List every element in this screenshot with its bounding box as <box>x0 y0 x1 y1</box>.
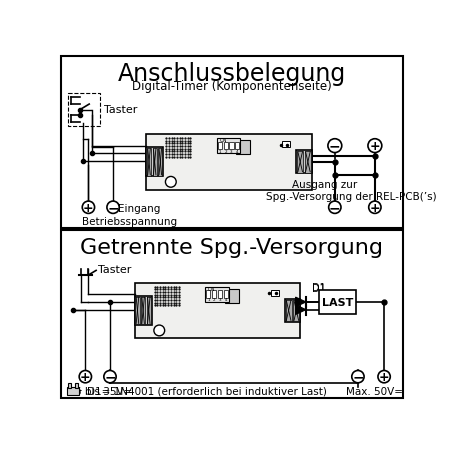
Circle shape <box>82 202 94 214</box>
Bar <box>235 143 239 150</box>
Bar <box>141 297 145 325</box>
Bar <box>68 94 100 126</box>
Bar <box>223 291 227 299</box>
Bar <box>296 151 311 174</box>
Text: Spg.-Versorgung der REL-PCB(’s): Spg.-Versorgung der REL-PCB(’s) <box>265 191 435 201</box>
Text: +: + <box>80 370 91 383</box>
Circle shape <box>165 177 176 188</box>
Bar <box>68 383 71 388</box>
Text: −: − <box>107 201 119 215</box>
Text: +: + <box>378 370 389 383</box>
Text: −: − <box>328 201 340 215</box>
Text: Eingang: Eingang <box>117 204 160 214</box>
Bar <box>304 152 310 173</box>
Circle shape <box>107 202 119 214</box>
Bar <box>285 300 291 322</box>
Text: LAST: LAST <box>322 297 353 307</box>
Bar <box>67 387 79 395</box>
Bar <box>293 300 299 322</box>
Circle shape <box>351 371 364 383</box>
Bar <box>223 143 227 150</box>
Bar <box>224 289 238 303</box>
Text: 2: 2 <box>212 298 215 302</box>
Bar <box>270 290 278 296</box>
Bar <box>296 152 303 173</box>
Bar <box>282 142 290 148</box>
Text: −: − <box>351 370 363 384</box>
Bar <box>134 296 151 325</box>
Text: 1: 1 <box>207 298 209 302</box>
Bar <box>236 141 249 155</box>
Bar <box>217 291 221 299</box>
Circle shape <box>327 139 341 153</box>
Text: 1: 1 <box>218 149 221 153</box>
Text: D1: D1 <box>311 282 325 292</box>
Text: 4: 4 <box>224 298 226 302</box>
Polygon shape <box>295 298 305 307</box>
Text: Ausgang zur: Ausgang zur <box>292 180 357 190</box>
Text: Max. 50V=: Max. 50V= <box>345 386 402 396</box>
Circle shape <box>367 139 381 153</box>
Bar <box>152 149 156 176</box>
Text: +: + <box>83 201 93 214</box>
Bar <box>319 291 355 314</box>
Circle shape <box>153 325 164 336</box>
Circle shape <box>104 371 116 383</box>
Text: ON: ON <box>219 138 226 143</box>
Text: 2: 2 <box>224 149 226 153</box>
Bar <box>74 383 78 388</box>
Bar <box>284 299 299 322</box>
Bar <box>206 291 210 299</box>
Bar <box>134 283 299 338</box>
Bar <box>146 148 163 177</box>
Bar <box>60 231 402 398</box>
Text: D1: D1 <box>311 284 325 294</box>
Text: Anschlussbelegung: Anschlussbelegung <box>117 62 345 86</box>
Text: −: − <box>104 370 115 384</box>
Bar <box>229 143 233 150</box>
Bar <box>158 149 162 176</box>
Bar <box>135 297 139 325</box>
Text: Taster: Taster <box>97 264 131 274</box>
Circle shape <box>328 202 340 214</box>
Bar <box>60 57 402 229</box>
Bar <box>147 297 151 325</box>
Bar <box>212 291 216 299</box>
Text: Getrennte Spg.-Versorgung: Getrennte Spg.-Versorgung <box>80 238 382 258</box>
Text: Digital-Timer (Komponentenseite): Digital-Timer (Komponentenseite) <box>132 80 331 93</box>
Circle shape <box>377 371 389 383</box>
Bar <box>205 287 228 302</box>
Bar <box>147 149 151 176</box>
Text: −: − <box>328 139 340 153</box>
Text: Taster: Taster <box>104 105 137 115</box>
Text: +: + <box>369 140 379 153</box>
Text: +: + <box>369 201 379 214</box>
Text: 5 bis 35V=: 5 bis 35V= <box>74 386 132 396</box>
Bar <box>216 138 239 154</box>
Bar <box>146 135 311 190</box>
Bar <box>217 143 221 150</box>
Text: 4: 4 <box>235 149 238 153</box>
Polygon shape <box>295 305 305 315</box>
Text: D1= 1N4001 (erforderlich bei induktiver Last): D1= 1N4001 (erforderlich bei induktiver … <box>87 386 326 396</box>
Text: Betriebsspannung: Betriebsspannung <box>82 217 177 227</box>
Circle shape <box>368 202 380 214</box>
Text: ON: ON <box>207 286 215 291</box>
Text: 3: 3 <box>230 149 232 153</box>
Circle shape <box>79 371 91 383</box>
Text: 3: 3 <box>218 298 221 302</box>
